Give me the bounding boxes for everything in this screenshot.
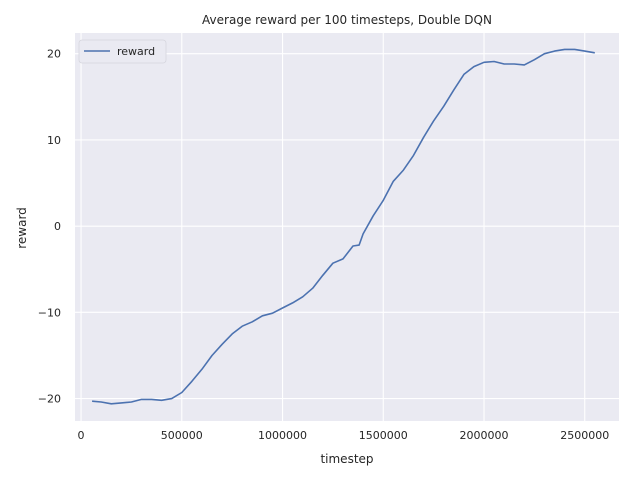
- x-tick-label: 2500000: [560, 429, 609, 442]
- plot-area: [75, 33, 619, 421]
- y-tick-label: 10: [47, 134, 61, 147]
- x-tick-label: 0: [78, 429, 85, 442]
- x-tick-label: 1000000: [258, 429, 307, 442]
- x-tick-label: 1500000: [359, 429, 408, 442]
- chart-title: Average reward per 100 timesteps, Double…: [202, 13, 492, 27]
- series-layer: [92, 48, 595, 405]
- tick-labels: 0 500000 1000000 1500000 2000000 2500000 −20 −1…: [38, 48, 609, 442]
- legend: reward: [78, 39, 167, 64]
- legend-label: reward: [117, 45, 155, 58]
- y-tick-label: 0: [54, 220, 61, 233]
- series-line-reward: [92, 48, 595, 405]
- legend-box: [78, 39, 167, 64]
- y-tick-label: −10: [38, 306, 61, 319]
- y-axis-label: reward: [15, 207, 29, 249]
- x-axis-label: timestep: [320, 452, 373, 466]
- y-tick-label: −20: [38, 393, 61, 406]
- x-tick-label: 2000000: [460, 429, 509, 442]
- x-tick-label: 500000: [161, 429, 203, 442]
- y-tick-label: 20: [47, 48, 61, 61]
